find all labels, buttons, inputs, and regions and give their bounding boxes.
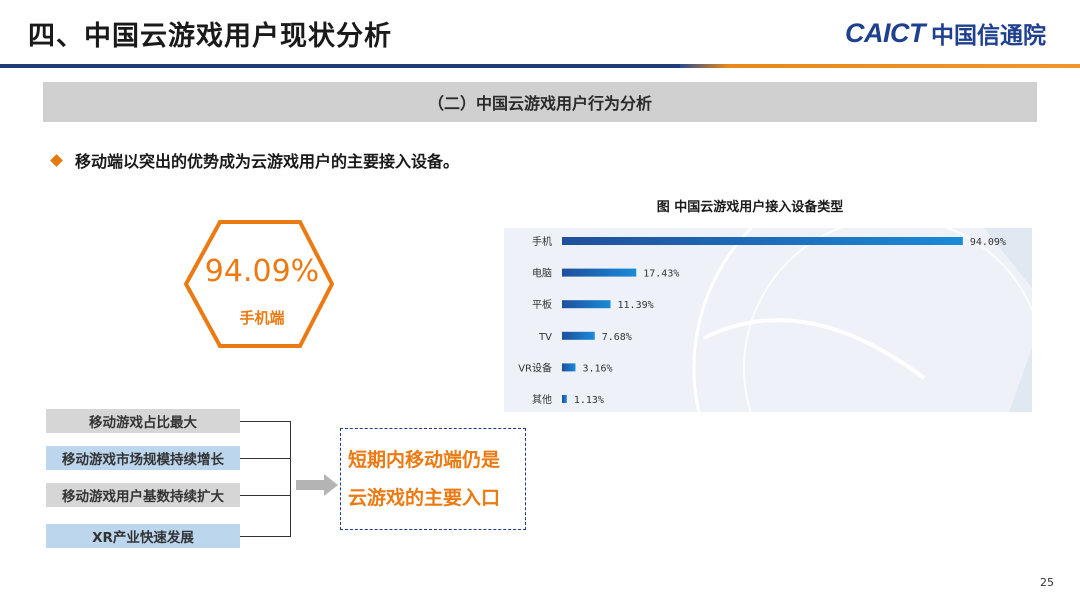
device-type-bar-chart: 手机 94.09% 电脑 17.43% 平板 11.39% TV 7.68% VR设备 3.16%… bbox=[518, 235, 1006, 406]
header-rule-blue bbox=[0, 64, 720, 68]
hexagon-frame bbox=[183, 220, 335, 348]
value-label: 7.68% bbox=[602, 332, 632, 343]
bar bbox=[562, 268, 637, 277]
conclusion-box: 短期内移动端仍是 云游戏的主要入口 bbox=[340, 428, 526, 530]
bar bbox=[562, 395, 567, 403]
right-arrow-icon bbox=[296, 474, 338, 496]
category-label: TV bbox=[538, 332, 552, 343]
logo-latin-text: CAICT bbox=[845, 17, 926, 48]
category-label: 电脑 bbox=[532, 267, 552, 280]
header-rule-orange bbox=[680, 64, 1080, 68]
diamond-bullet-icon bbox=[50, 154, 63, 167]
value-label: 17.43% bbox=[643, 269, 679, 280]
category-label: 其他 bbox=[532, 393, 552, 406]
caict-logo: CAICT 中国信通院 bbox=[845, 17, 1046, 50]
factor-box: XR产业快速发展 bbox=[46, 524, 240, 548]
factor-box: 移动游戏占比最大 bbox=[46, 409, 240, 433]
bar bbox=[562, 363, 576, 372]
page-title: 四、中国云游戏用户现状分析 bbox=[28, 21, 392, 52]
bar bbox=[562, 237, 963, 245]
category-label: 平板 bbox=[532, 298, 552, 311]
category-label: VR设备 bbox=[518, 361, 552, 374]
page-number: 25 bbox=[1040, 576, 1054, 589]
value-label: 94.09% bbox=[970, 237, 1006, 248]
chart-background-decoration bbox=[692, 228, 1032, 412]
bar bbox=[562, 331, 595, 340]
key-point: 移动端以突出的优势成为云游戏用户的主要接入设备。 bbox=[50, 148, 460, 172]
chart-title: 图 中国云游戏用户接入设备类型 bbox=[656, 200, 844, 215]
factor-box: 移动游戏市场规模持续增长 bbox=[46, 446, 240, 470]
bar bbox=[562, 300, 611, 309]
highlight-label: 手机端 bbox=[239, 309, 285, 327]
value-label: 1.13% bbox=[574, 395, 604, 406]
value-label: 3.16% bbox=[582, 363, 612, 374]
highlight-value: 94.09% bbox=[204, 254, 320, 289]
factor-connector-lines bbox=[240, 421, 291, 537]
section-title: （二）中国云游戏用户行为分析 bbox=[427, 94, 652, 113]
key-point-text: 移动端以突出的优势成为云游戏用户的主要接入设备。 bbox=[75, 152, 460, 171]
section-header-bar: （二）中国云游戏用户行为分析 bbox=[43, 82, 1037, 122]
conclusion-line: 云游戏的主要入口 bbox=[348, 487, 501, 509]
logo-chinese-text: 中国信通院 bbox=[931, 23, 1046, 49]
factor-box: 移动游戏用户基数持续扩大 bbox=[46, 483, 240, 507]
chart-background bbox=[504, 228, 1032, 412]
conclusion-line: 短期内移动端仍是 bbox=[348, 449, 501, 471]
category-label: 手机 bbox=[532, 235, 552, 248]
value-label: 11.39% bbox=[618, 300, 654, 311]
